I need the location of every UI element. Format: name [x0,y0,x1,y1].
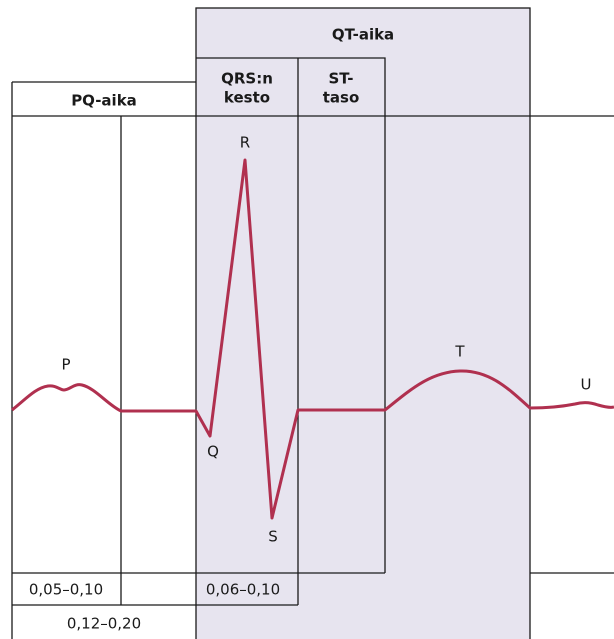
wave-label: S [268,528,278,546]
ecg-trace [11,158,614,520]
interval-label: 0,05–0,10 [29,581,103,599]
interval-label: 0,12–0,20 [67,615,141,633]
wave-label: R [240,134,250,152]
wave-label: T [454,343,465,361]
qrs-header: QRS:n [221,70,273,88]
interval-label: 0,06–0,10 [206,581,280,599]
wave-label: Q [207,443,219,461]
qrs-header: kesto [224,89,270,107]
wave-label: U [581,376,592,394]
wave-label: P [61,356,70,374]
qt-header: QT-aika [332,26,394,44]
pq-header: PQ-aika [71,92,137,110]
qt-region [195,7,531,639]
st-header: ST- [328,70,353,88]
grid-lines [11,57,614,639]
st-header: taso [323,89,360,107]
